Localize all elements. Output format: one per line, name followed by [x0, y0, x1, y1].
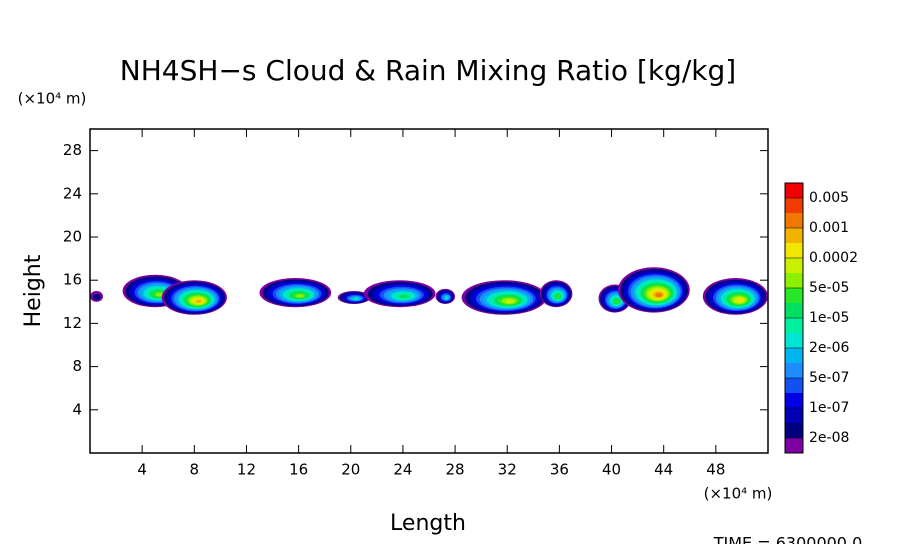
y-tick-label: 28 [63, 141, 82, 159]
chart-title: NH4SH−s Cloud & Rain Mixing Ratio [kg/kg… [120, 54, 736, 87]
y-tick-label: 8 [72, 357, 82, 375]
colorbar-label: 0.0002 [809, 250, 858, 266]
x-tick-label: 44 [654, 461, 673, 479]
footer: TIME = 6300000.0 [713, 534, 863, 544]
x-tick-label: 48 [706, 461, 725, 479]
colorbar-swatch [785, 228, 803, 243]
y-unit: (×10⁴ m) [18, 90, 87, 108]
x-tick-label: 32 [498, 461, 517, 479]
colorbar-swatch [785, 378, 803, 393]
colorbar-swatch [785, 363, 803, 378]
colorbar-swatch [785, 393, 803, 408]
colorbar-swatch [785, 273, 803, 288]
colorbar-swatch [785, 318, 803, 333]
x-tick-label: 24 [393, 461, 412, 479]
contour-region [353, 297, 359, 300]
colorbar-swatch [785, 183, 803, 198]
plot-frame [89, 128, 769, 454]
colorbar-label: 0.001 [809, 220, 849, 236]
x-tick-label: 8 [190, 461, 200, 479]
x-tick-label: 36 [550, 461, 569, 479]
contour-region [655, 293, 663, 298]
x-tick-label: 4 [137, 461, 147, 479]
x-tick-label: 28 [446, 461, 465, 479]
contour-region [92, 293, 101, 301]
contour-region [155, 292, 164, 297]
colorbar-swatch [785, 243, 803, 258]
colorbar-swatch [785, 258, 803, 273]
x-tick-label: 12 [237, 461, 256, 479]
y-tick-label: 4 [72, 400, 82, 418]
colorbar-swatch [785, 333, 803, 348]
contour-region [504, 299, 515, 304]
colorbar-swatch [785, 348, 803, 363]
colorbar-label: 1e-05 [809, 310, 849, 326]
colorbar-swatch [785, 213, 803, 228]
x-label: Length [390, 511, 466, 536]
y-tick-label: 12 [63, 314, 82, 332]
x-tick-label: 40 [602, 461, 621, 479]
colorbar-swatch [785, 303, 803, 318]
x-tick-label: 16 [289, 461, 308, 479]
contour-region [444, 296, 449, 300]
y-tick-label: 24 [63, 184, 82, 202]
colorbar-label: 5e-07 [809, 370, 849, 386]
colorbar-label: 1e-07 [809, 400, 849, 416]
colorbar-label: 5e-05 [809, 280, 849, 296]
y-tick-label: 20 [63, 228, 82, 246]
colorbar-swatch [785, 408, 803, 423]
colorbar-swatch [785, 198, 803, 213]
colorbar-swatch [785, 288, 803, 303]
y-tick-label: 16 [63, 271, 82, 289]
contour-region [295, 294, 305, 298]
colorbar-swatch [785, 438, 803, 453]
colorbar-label: 2e-08 [809, 430, 849, 446]
contour-region [556, 294, 561, 299]
x-tick-label: 20 [341, 461, 360, 479]
x-unit: (×10⁴ m) [704, 485, 773, 503]
contour-region [195, 299, 202, 304]
plot-area [90, 267, 768, 315]
colorbar-label: 2e-06 [809, 340, 849, 356]
contour-region [614, 299, 620, 304]
colorbar-swatch [785, 423, 803, 438]
y-label: Height [21, 254, 46, 327]
contour-region [736, 298, 744, 303]
colorbar-label: 0.005 [809, 190, 849, 206]
contour-region [399, 294, 410, 299]
